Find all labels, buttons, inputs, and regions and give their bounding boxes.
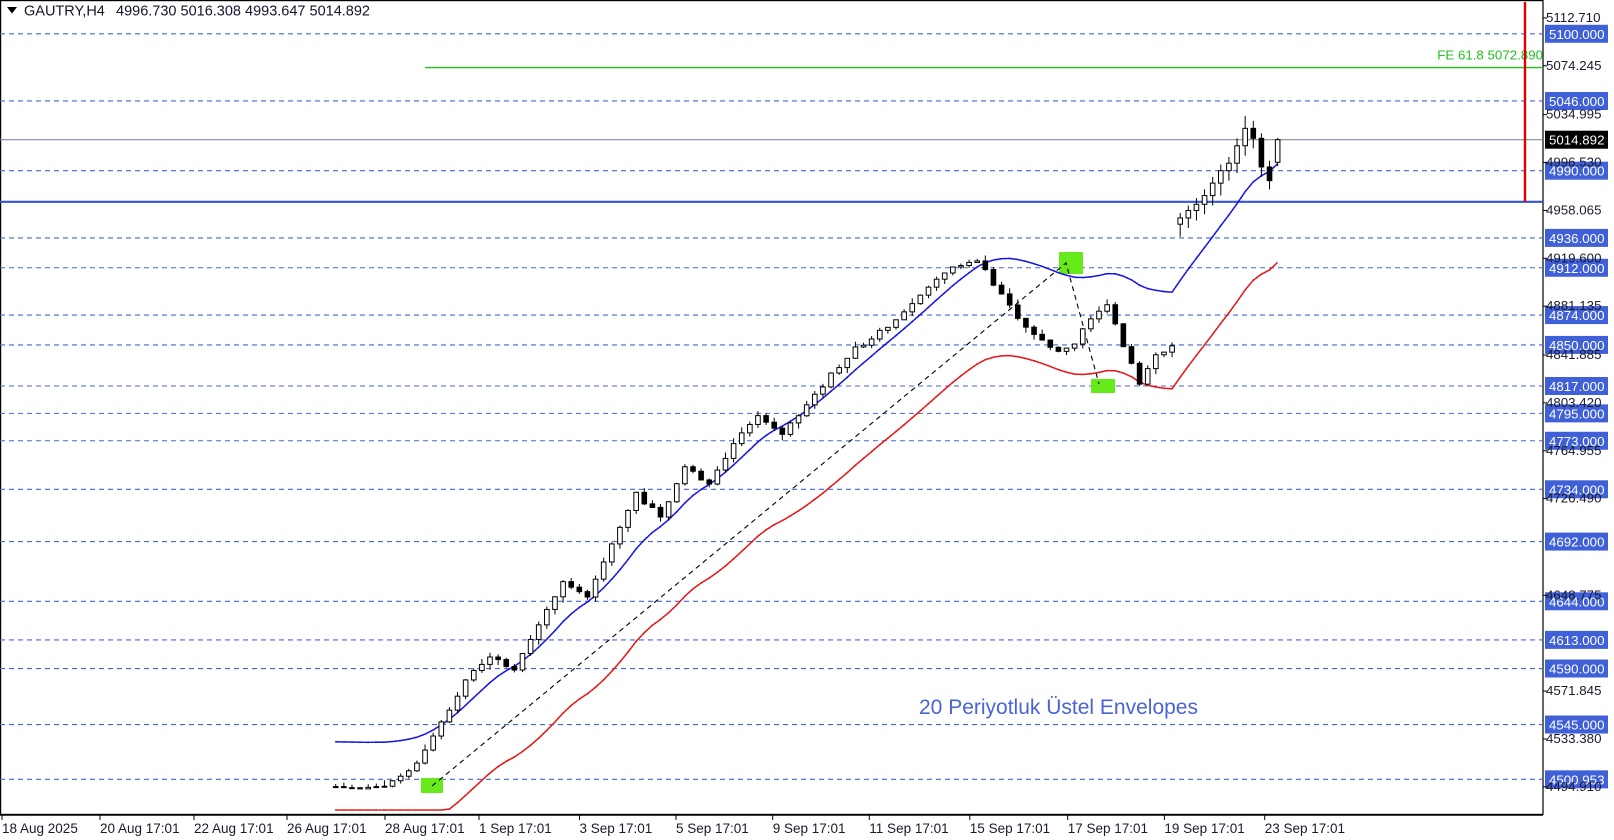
svg-text:4533.380: 4533.380 xyxy=(1546,731,1601,746)
svg-text:20 Periyotluk Üstel Envelopes: 20 Periyotluk Üstel Envelopes xyxy=(919,696,1198,719)
svg-text:15 Sep 17:01: 15 Sep 17:01 xyxy=(970,821,1050,836)
svg-text:4494.910: 4494.910 xyxy=(1546,779,1601,794)
svg-text:5034.995: 5034.995 xyxy=(1546,107,1601,122)
svg-text:5074.245: 5074.245 xyxy=(1546,58,1601,73)
svg-text:4817.000: 4817.000 xyxy=(1549,379,1604,394)
svg-text:28 Aug 17:01: 28 Aug 17:01 xyxy=(385,821,465,836)
svg-text:4841.885: 4841.885 xyxy=(1546,347,1601,362)
svg-text:4958.065: 4958.065 xyxy=(1546,202,1601,217)
svg-text:1 Sep 17:01: 1 Sep 17:01 xyxy=(479,821,552,836)
svg-text:4881.135: 4881.135 xyxy=(1546,298,1601,313)
svg-text:5100.000: 5100.000 xyxy=(1549,27,1604,42)
svg-text:4936.000: 4936.000 xyxy=(1549,231,1604,246)
svg-text:4764.955: 4764.955 xyxy=(1546,443,1601,458)
svg-text:5 Sep 17:01: 5 Sep 17:01 xyxy=(676,821,749,836)
svg-text:4692.000: 4692.000 xyxy=(1549,535,1604,550)
svg-text:26 Aug 17:01: 26 Aug 17:01 xyxy=(287,821,367,836)
svg-text:4648.775: 4648.775 xyxy=(1546,587,1601,602)
svg-text:4996.730 5016.308 4993.647 501: 4996.730 5016.308 4993.647 5014.892 xyxy=(116,4,370,20)
svg-text:FE 61.8 5072.890: FE 61.8 5072.890 xyxy=(1437,48,1543,63)
svg-text:11 Sep 17:01: 11 Sep 17:01 xyxy=(869,821,948,836)
svg-text:23 Sep 17:01: 23 Sep 17:01 xyxy=(1265,821,1345,836)
svg-text:5112.710: 5112.710 xyxy=(1546,10,1600,25)
svg-text:9 Sep 17:01: 9 Sep 17:01 xyxy=(773,821,846,836)
svg-text:GAUTRY,H4: GAUTRY,H4 xyxy=(24,4,105,20)
svg-text:4571.845: 4571.845 xyxy=(1546,683,1601,698)
svg-text:19 Sep 17:01: 19 Sep 17:01 xyxy=(1164,821,1244,836)
svg-text:3 Sep 17:01: 3 Sep 17:01 xyxy=(580,821,653,836)
svg-text:4803.420: 4803.420 xyxy=(1546,395,1601,410)
svg-text:4590.000: 4590.000 xyxy=(1549,662,1604,677)
svg-text:4919.600: 4919.600 xyxy=(1546,250,1601,265)
svg-text:18 Aug 2025: 18 Aug 2025 xyxy=(2,821,78,836)
svg-text:4996.530: 4996.530 xyxy=(1546,155,1601,170)
svg-text:4613.000: 4613.000 xyxy=(1549,633,1604,648)
svg-text:5014.892: 5014.892 xyxy=(1549,133,1604,148)
svg-text:17 Sep 17:01: 17 Sep 17:01 xyxy=(1068,821,1148,836)
svg-text:4726.490: 4726.490 xyxy=(1546,491,1601,506)
svg-text:20 Aug 17:01: 20 Aug 17:01 xyxy=(100,821,180,836)
svg-text:22 Aug 17:01: 22 Aug 17:01 xyxy=(194,821,274,836)
